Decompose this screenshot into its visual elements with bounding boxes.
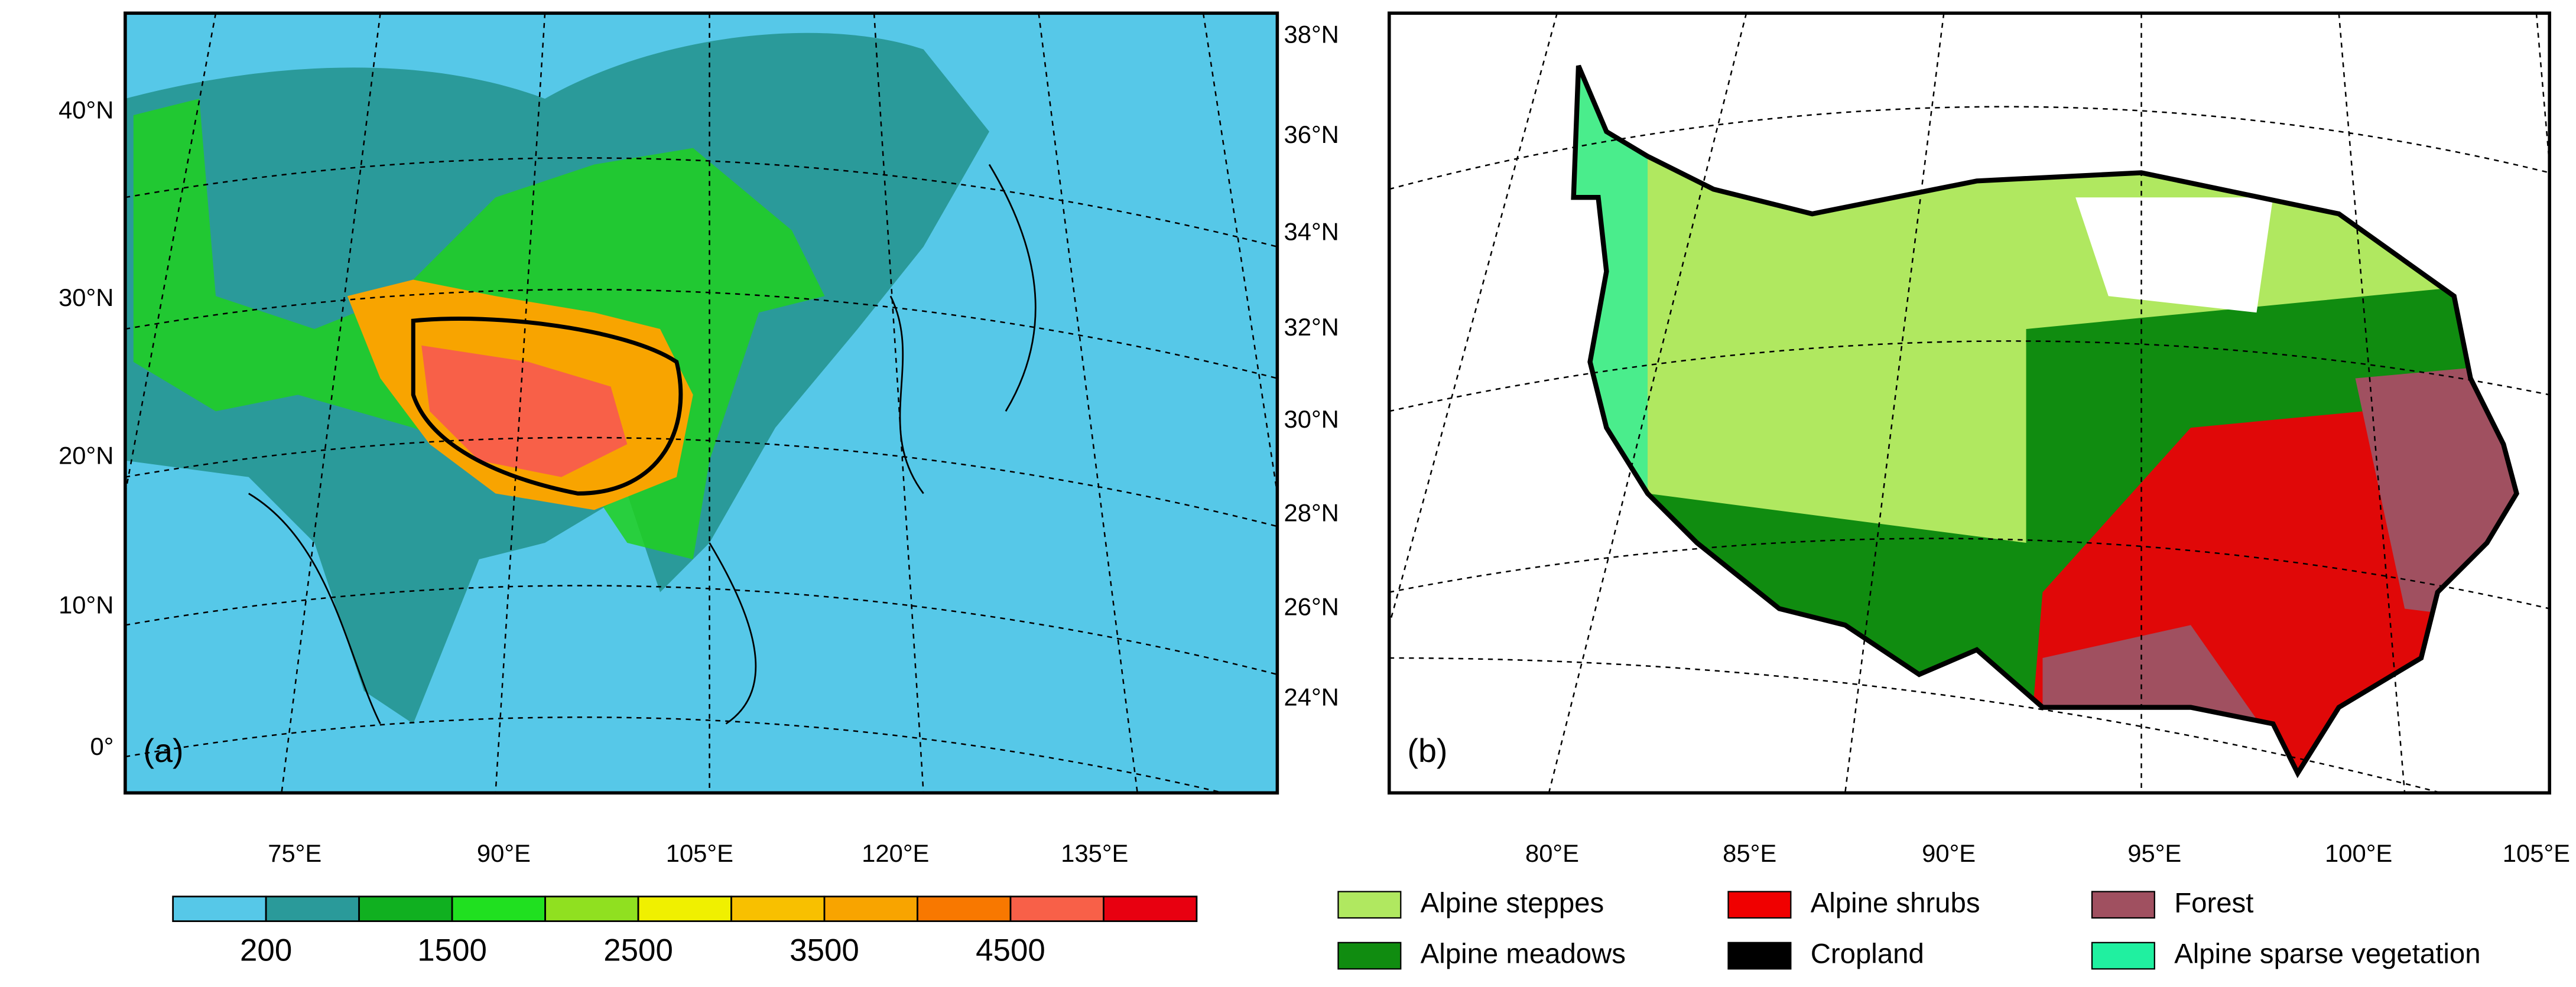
plateau-core bbox=[421, 345, 628, 477]
lon-label: 75°E bbox=[268, 839, 321, 867]
coastline bbox=[248, 164, 1037, 725]
colorbar-label: 2500 bbox=[603, 933, 673, 968]
legend-swatch bbox=[1337, 891, 1402, 919]
legend-swatch bbox=[1727, 942, 1792, 970]
legend-label: Forest bbox=[2174, 887, 2253, 918]
elevation-map bbox=[125, 13, 1278, 793]
lon-label: 90°E bbox=[477, 839, 531, 867]
lat-label: 28°N bbox=[1284, 499, 1339, 527]
lon-label: 85°E bbox=[1723, 839, 1776, 867]
colorbar-box bbox=[265, 895, 360, 922]
plateau-outline bbox=[411, 317, 683, 496]
lat-label: 36°N bbox=[1284, 120, 1339, 148]
lon-label: 120°E bbox=[862, 839, 929, 867]
legend-label: Alpine steppes bbox=[1421, 887, 1604, 918]
colorbar-box bbox=[917, 895, 1012, 922]
panel-label: (b) bbox=[1407, 732, 1447, 769]
colorbar-label: 4500 bbox=[976, 933, 1045, 968]
graticule bbox=[125, 13, 1278, 793]
lat-label: 32°N bbox=[1284, 313, 1339, 341]
legend-swatch bbox=[2091, 942, 2155, 970]
lon-label: 135°E bbox=[1061, 839, 1128, 867]
lat-label: 10°N bbox=[59, 591, 113, 619]
lat-label: 34°N bbox=[1284, 218, 1339, 246]
panel-frame bbox=[1387, 11, 2551, 795]
panel-frame bbox=[124, 11, 1279, 795]
panel-label: (a) bbox=[144, 732, 184, 769]
graticule bbox=[1389, 13, 2550, 793]
lon-label: 80°E bbox=[1525, 839, 1579, 867]
lon-label: 95°E bbox=[2127, 839, 2181, 867]
lon-label: 100°E bbox=[2325, 839, 2392, 867]
lat-label: 38°N bbox=[1284, 20, 1339, 48]
colorbar-box bbox=[544, 895, 639, 922]
lat-label: 0° bbox=[90, 732, 113, 760]
lat-label: 30°N bbox=[59, 284, 113, 311]
forest-region bbox=[2042, 361, 2517, 773]
lon-label: 105°E bbox=[2503, 839, 2570, 867]
colorbar-box bbox=[1009, 895, 1105, 922]
plateau-outline bbox=[1571, 64, 2519, 778]
colorbar-label: 200 bbox=[240, 933, 292, 968]
vegetation-map bbox=[1389, 13, 2550, 793]
colorbar-box bbox=[358, 895, 453, 922]
lat-label: 20°N bbox=[59, 441, 113, 469]
legend-swatch bbox=[1337, 942, 1402, 970]
colorbar-box bbox=[823, 895, 918, 922]
lat-label: 40°N bbox=[59, 96, 113, 123]
colorbar-box bbox=[730, 895, 826, 922]
lat-label: 26°N bbox=[1284, 592, 1339, 620]
colorbar-box bbox=[637, 895, 732, 922]
colorbar-box bbox=[1103, 895, 1198, 922]
colorbar-label: 1500 bbox=[417, 933, 487, 968]
lon-label: 90°E bbox=[1922, 839, 1976, 867]
colorbar-label: 3500 bbox=[790, 933, 859, 968]
lon-label: 105°E bbox=[666, 839, 733, 867]
lat-label: 24°N bbox=[1284, 683, 1339, 711]
legend-swatch bbox=[1727, 891, 1792, 919]
legend-label: Alpine sparse vegetation bbox=[2174, 939, 2480, 970]
barren-region bbox=[2075, 197, 2273, 313]
lat-label: 30°N bbox=[1284, 405, 1339, 433]
legend-label: Cropland bbox=[1811, 939, 1924, 970]
legend-swatch bbox=[2091, 891, 2155, 919]
legend-label: Alpine meadows bbox=[1421, 939, 1626, 970]
legend-label: Alpine shrubs bbox=[1811, 887, 1980, 918]
colorbar-box bbox=[172, 895, 267, 922]
colorbar-box bbox=[451, 895, 546, 922]
